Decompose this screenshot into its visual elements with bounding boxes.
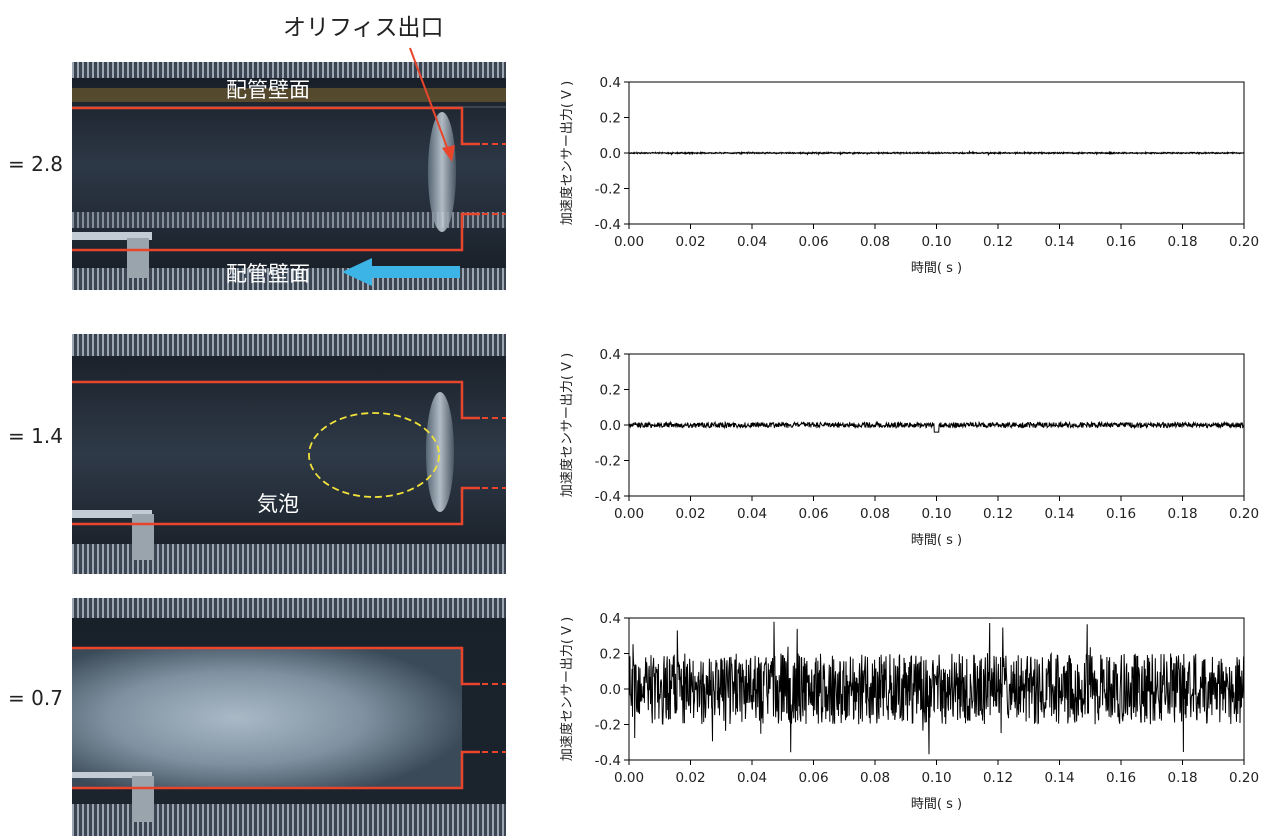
y-axis-label: 加速度センサー出力( V ): [559, 81, 575, 225]
y-tick-label: -0.2: [595, 182, 621, 198]
orifice-ring: [428, 112, 456, 232]
sigma-label-2: = 1.4: [8, 424, 63, 448]
y-tick-label: 0.2: [600, 111, 621, 127]
pipe-wall-outline: [72, 106, 480, 252]
x-tick-label: 0.14: [1044, 506, 1074, 522]
orifice-ring: [426, 392, 454, 512]
x-tick-label: 0.02: [675, 770, 705, 786]
x-tick-label: 0.06: [798, 770, 828, 786]
y-tick-label: -0.2: [595, 454, 621, 470]
x-tick-label: 0.12: [983, 234, 1013, 250]
bubble-outline: [308, 412, 440, 498]
flow-photo-3: [72, 598, 506, 836]
orifice-outline-dashed: [482, 143, 506, 215]
x-tick-label: 0.10: [921, 234, 951, 250]
y-tick-label: 0.0: [600, 682, 621, 698]
bubble-label: 気泡: [257, 492, 299, 516]
y-tick-label: 0.4: [600, 75, 621, 91]
orifice-outline-dashed: [482, 417, 506, 489]
x-tick-label: 0.20: [1229, 234, 1259, 250]
x-tick-label: 0.08: [860, 234, 890, 250]
x-tick-label: 0.00: [614, 506, 644, 522]
pipe-wall-label-upper: 配管壁面: [226, 78, 310, 102]
x-tick-label: 0.14: [1044, 234, 1074, 250]
orifice-exit-label: オリフィス出口: [283, 15, 444, 41]
accel-chart-3: 0.4 0.2 0.0 -0.2 -0.4 0.00 0.02 0.04 0.06 0.08 0.1…: [555, 598, 1259, 838]
x-tick-label: 0.04: [737, 234, 767, 250]
x-tick-label: 0.12: [983, 770, 1013, 786]
y-tick-label: 0.4: [600, 347, 621, 363]
y-tick-label: -0.2: [595, 718, 621, 734]
sigma-label-1: = 2.8: [8, 152, 63, 176]
sigma-label-3: = 0.7: [8, 686, 63, 710]
accel-chart-2: 0.4 0.2 0.0 -0.2 -0.4 0.00 0.02 0.04 0.06 0.08 0.1…: [555, 334, 1259, 574]
x-tick-label: 0.18: [1167, 770, 1197, 786]
flow-photo-1: 配管壁面 配管壁面: [72, 62, 506, 290]
x-tick-label: 0.16: [1106, 770, 1136, 786]
x-tick-label: 0.10: [921, 506, 951, 522]
x-tick-label: 0.00: [614, 234, 644, 250]
x-tick-label: 0.04: [737, 770, 767, 786]
x-tick-label: 0.04: [737, 506, 767, 522]
signal-trace: [628, 420, 1245, 433]
x-axis-label: 時間( s ): [911, 533, 962, 548]
x-tick-label: 0.06: [798, 234, 828, 250]
x-tick-label: 0.10: [921, 770, 951, 786]
flow-photo-2: 気泡: [72, 334, 506, 574]
x-tick-label: 0.18: [1167, 234, 1197, 250]
y-tick-label: 0.0: [600, 146, 621, 162]
x-tick-label: 0.02: [675, 506, 705, 522]
x-tick-label: 0.16: [1106, 234, 1136, 250]
pipe-wall-outline: [72, 380, 480, 526]
x-tick-label: 0.06: [798, 506, 828, 522]
orifice-outline-dashed: [482, 683, 506, 753]
y-tick-label: 0.2: [600, 647, 621, 663]
pipe-wall-label-lower: 配管壁面: [226, 262, 310, 286]
signal-trace: [628, 621, 1245, 755]
x-tick-label: 0.16: [1106, 506, 1136, 522]
x-tick-label: 0.08: [860, 770, 890, 786]
y-axis-label: 加速度センサー出力( V ): [559, 353, 575, 497]
y-tick-label: -0.4: [595, 217, 621, 233]
y-tick-label: -0.4: [595, 489, 621, 505]
x-tick-label: 0.00: [614, 770, 644, 786]
x-tick-label: 0.12: [983, 506, 1013, 522]
x-tick-label: 0.18: [1167, 506, 1197, 522]
x-tick-label: 0.14: [1044, 770, 1074, 786]
x-axis-label: 時間( s ): [911, 261, 962, 276]
y-axis-label: 加速度センサー出力( V ): [559, 617, 575, 761]
accel-chart-1: 0.4 0.2 0.0 -0.2 -0.4 0.00 0.02 0.04 0.06 0.08 0.1…: [555, 62, 1259, 302]
x-axis-label: 時間( s ): [911, 797, 962, 812]
y-tick-label: 0.0: [600, 418, 621, 434]
cavitation-cloud: [72, 648, 462, 788]
flow-direction-arrow: [342, 258, 460, 286]
x-tick-label: 0.08: [860, 506, 890, 522]
y-tick-label: -0.4: [595, 753, 621, 769]
y-tick-label: 0.4: [600, 611, 621, 627]
x-tick-label: 0.20: [1229, 506, 1259, 522]
y-tick-label: 0.2: [600, 383, 621, 399]
x-tick-label: 0.02: [675, 234, 705, 250]
x-tick-label: 0.20: [1229, 770, 1259, 786]
pipe-wall-outline: [72, 646, 480, 790]
